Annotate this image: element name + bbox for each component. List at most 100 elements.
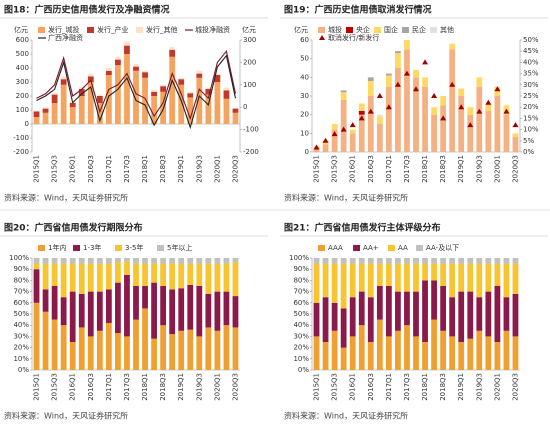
legend-swatch	[319, 35, 325, 40]
x-tick-label: 2015Q3	[331, 373, 339, 401]
legend-swatch	[73, 245, 80, 251]
bar	[512, 258, 519, 264]
bar	[358, 325, 365, 370]
y-tick-label: 100%	[289, 254, 309, 262]
y2-axis-unit: 亿元	[242, 25, 256, 34]
y2-tick-label: 15%	[523, 114, 539, 122]
legend-swatch	[38, 245, 45, 251]
bar	[322, 144, 329, 152]
x-tick-label: 2020Q1	[213, 373, 221, 401]
bar	[115, 65, 121, 124]
bar	[440, 286, 447, 331]
bar	[60, 84, 67, 124]
triangle-marker	[449, 81, 456, 87]
bar	[413, 291, 419, 337]
bar	[196, 286, 203, 337]
legend-label: 国企	[384, 25, 398, 34]
bar	[33, 263, 40, 270]
bar	[87, 291, 94, 337]
y-tick-label: 20	[300, 111, 309, 119]
bar	[358, 110, 365, 115]
bar	[69, 258, 76, 264]
bar	[467, 114, 474, 152]
x-tick-label: 2016Q1	[69, 155, 77, 183]
bar	[151, 91, 157, 96]
bar	[60, 258, 67, 264]
x-tick-label: 2020Q1	[493, 373, 501, 401]
bar	[512, 137, 519, 152]
bar	[367, 258, 374, 264]
x-tick-label: 2015Q1	[33, 155, 41, 183]
bar	[60, 76, 67, 80]
triangle-marker	[458, 104, 465, 110]
bar	[133, 263, 139, 286]
bar	[60, 297, 67, 326]
bar	[223, 98, 230, 124]
bar	[133, 66, 139, 71]
y2-tick-label: 35%	[523, 70, 539, 78]
bar	[33, 302, 40, 370]
y-tick-label: 20%	[13, 344, 29, 352]
bar	[178, 79, 185, 85]
bar	[367, 77, 374, 82]
x-tick-label: 2016Q1	[69, 373, 77, 401]
bar	[367, 263, 374, 298]
bar	[60, 263, 67, 298]
triangle-marker	[503, 108, 510, 114]
bar	[115, 282, 121, 334]
x-tick-label: 2019Q3	[475, 155, 483, 183]
bar	[385, 286, 392, 337]
bar	[96, 103, 103, 124]
bar	[422, 86, 428, 152]
bar	[331, 129, 338, 152]
y2-tick-label: 0%	[523, 148, 534, 156]
bar	[422, 263, 428, 281]
bar	[214, 291, 221, 331]
bar	[431, 319, 437, 370]
bar	[404, 258, 410, 264]
bar	[422, 258, 428, 264]
bar	[395, 51, 401, 54]
bar	[160, 86, 167, 92]
y-tick-label: 10%	[13, 355, 29, 363]
line-series	[36, 49, 237, 121]
bar	[214, 82, 221, 124]
x-tick-label: 2018Q3	[159, 155, 167, 183]
bar	[124, 45, 130, 54]
bar	[340, 347, 347, 370]
bar	[431, 114, 437, 152]
bar	[313, 148, 320, 152]
bar	[42, 108, 49, 113]
bar	[331, 330, 338, 370]
legend-label: 3-5年	[125, 243, 143, 252]
bar	[69, 342, 76, 370]
bar	[115, 262, 121, 283]
bar	[124, 41, 130, 46]
triangle-marker	[485, 99, 492, 105]
bar	[105, 258, 112, 264]
chart-panel: 图19：广西历史信用债取消发行情况 0 10 20 30 40 50 60 0% 5% 10% 15%…	[280, 4, 548, 203]
y-tick-label: 90%	[293, 265, 309, 273]
bar	[322, 342, 329, 370]
bar	[151, 263, 157, 283]
triangle-marker	[313, 144, 320, 150]
bar	[395, 291, 401, 331]
bar	[69, 107, 76, 124]
bar	[187, 97, 194, 124]
bar	[485, 110, 492, 152]
bar	[485, 258, 492, 264]
bar	[214, 330, 221, 370]
legend-swatch	[346, 27, 353, 33]
bar	[105, 263, 112, 290]
bar	[96, 291, 103, 331]
bar	[376, 286, 383, 320]
bar	[223, 90, 230, 99]
y-tick-label: 60%	[13, 299, 29, 307]
bar	[358, 291, 365, 326]
legend-swatch	[136, 27, 143, 33]
bar	[105, 322, 112, 370]
bar	[422, 280, 428, 342]
legend-swatch	[374, 27, 381, 33]
bar	[142, 77, 148, 124]
